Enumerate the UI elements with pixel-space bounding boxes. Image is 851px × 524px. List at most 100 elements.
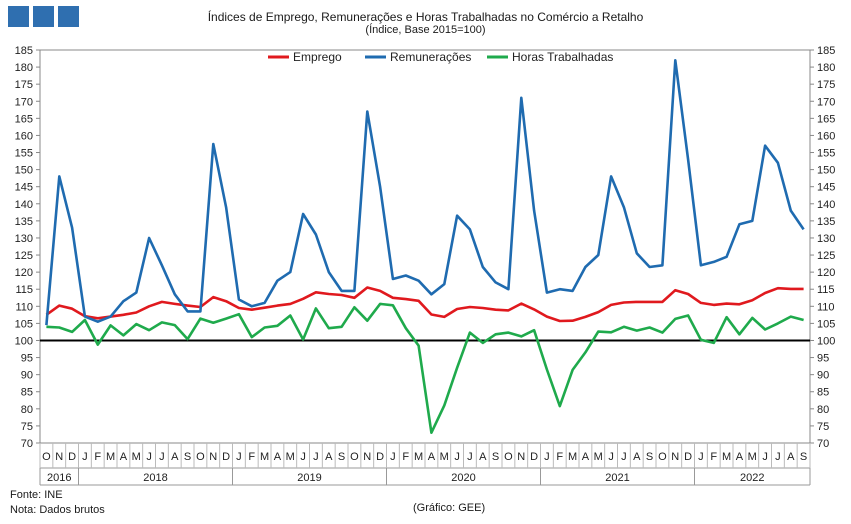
x-tick-label: M — [748, 451, 757, 463]
x-tick-label: N — [671, 451, 679, 463]
y-tick-label-left: 150 — [15, 165, 33, 177]
year-label: 2020 — [451, 472, 475, 484]
y-tick-label-right: 125 — [817, 250, 835, 262]
x-tick-label: N — [363, 451, 371, 463]
x-tick-label: J — [775, 451, 781, 463]
x-tick-label: A — [120, 451, 128, 463]
year-label: 2018 — [143, 472, 167, 484]
x-tick-label: M — [260, 451, 269, 463]
x-tick-label: S — [338, 451, 345, 463]
x-tick-label: J — [467, 451, 473, 463]
x-tick-label: M — [106, 451, 115, 463]
x-tick-label: D — [68, 451, 76, 463]
y-tick-label-left: 175 — [15, 79, 33, 91]
x-tick-label: N — [517, 451, 525, 463]
y-tick-label-left: 130 — [15, 233, 33, 245]
legend-emprego-label: Emprego — [293, 50, 342, 64]
x-tick-label: S — [184, 451, 191, 463]
x-tick-label: N — [55, 451, 63, 463]
x-tick-label: J — [236, 451, 242, 463]
x-tick-label: J — [544, 451, 550, 463]
y-tick-label-left: 135 — [15, 216, 33, 228]
x-tick-label: A — [633, 451, 641, 463]
x-tick-label: M — [132, 451, 141, 463]
y-tick-label-right: 110 — [817, 301, 835, 313]
x-tick-label: A — [582, 451, 590, 463]
x-tick-label: J — [313, 451, 319, 463]
x-tick-label: A — [171, 451, 179, 463]
y-tick-label-right: 180 — [817, 62, 835, 74]
horas-trabalhadas-line — [46, 302, 804, 435]
y-tick-label-right: 90 — [817, 370, 829, 382]
data-note: Nota: Dados brutos — [10, 504, 105, 516]
x-tick-label: J — [390, 451, 396, 463]
legend-horas-trabalhadas-label: Horas Trabalhadas — [512, 50, 613, 64]
x-tick-label: O — [42, 451, 51, 463]
x-tick-label: F — [556, 451, 563, 463]
emprego-line — [45, 286, 804, 323]
y-tick-label-left: 145 — [15, 182, 33, 194]
logo-square — [58, 6, 79, 27]
x-tick-label: J — [159, 451, 165, 463]
y-tick-label-right: 165 — [817, 113, 835, 125]
x-tick-label: A — [428, 451, 436, 463]
x-tick-label: N — [209, 451, 217, 463]
y-tick-label-right: 95 — [817, 353, 829, 365]
y-tick-label-right: 80 — [817, 404, 829, 416]
chart-title: Índices de Emprego, Remunerações e Horas… — [207, 10, 644, 24]
y-tick-label-left: 180 — [15, 62, 33, 74]
year-label: 2016 — [47, 472, 71, 484]
y-tick-label-right: 75 — [817, 421, 829, 433]
x-tick-label: O — [350, 451, 359, 463]
x-tick-label: F — [94, 451, 101, 463]
remuneracoes-line — [45, 58, 805, 326]
y-tick-label-left: 90 — [21, 370, 33, 382]
y-tick-label-left: 85 — [21, 387, 33, 399]
x-tick-label: A — [787, 451, 795, 463]
y-tick-label-right: 175 — [817, 79, 835, 91]
x-tick-label: J — [82, 451, 88, 463]
x-tick-label: D — [222, 451, 230, 463]
x-tick-label: J — [698, 451, 704, 463]
x-tick-label: A — [274, 451, 282, 463]
x-tick-label: M — [414, 451, 423, 463]
y-tick-label-left: 100 — [15, 335, 33, 347]
x-tick-label: S — [646, 451, 653, 463]
x-tick-label: F — [402, 451, 409, 463]
y-tick-label-left: 165 — [15, 113, 33, 125]
logo-square — [33, 6, 54, 27]
y-tick-label-right: 85 — [817, 387, 829, 399]
y-tick-label-left: 115 — [15, 284, 33, 296]
y-tick-label-left: 170 — [15, 96, 33, 108]
y-tick-label-left: 185 — [15, 45, 33, 57]
brand-logo — [8, 6, 80, 27]
x-tick-label: O — [504, 451, 513, 463]
year-label: 2022 — [740, 472, 764, 484]
y-tick-label-left: 70 — [21, 438, 33, 450]
x-tick-label: M — [286, 451, 295, 463]
x-tick-label: S — [492, 451, 499, 463]
y-tick-label-right: 100 — [817, 335, 835, 347]
y-tick-label-right: 115 — [817, 284, 835, 296]
y-tick-label-right: 140 — [817, 199, 835, 211]
x-tick-label: F — [248, 451, 255, 463]
x-tick-label: A — [479, 451, 487, 463]
x-tick-label: J — [762, 451, 768, 463]
x-tick-label: J — [621, 451, 627, 463]
x-tick-label: A — [736, 451, 744, 463]
y-tick-label-right: 185 — [817, 45, 835, 57]
y-tick-label-right: 130 — [817, 233, 835, 245]
x-tick-label: D — [376, 451, 384, 463]
y-tick-label-left: 125 — [15, 250, 33, 262]
y-tick-label-right: 145 — [817, 182, 835, 194]
x-tick-label: J — [300, 451, 306, 463]
x-tick-label: J — [454, 451, 460, 463]
y-tick-label-left: 95 — [21, 353, 33, 365]
y-tick-label-right: 170 — [817, 96, 835, 108]
y-tick-label-left: 140 — [15, 199, 33, 211]
x-tick-label: S — [800, 451, 807, 463]
chart-subtitle: (Índice, Base 2015=100) — [365, 24, 486, 36]
y-tick-label-right: 105 — [817, 318, 835, 330]
y-tick-label-right: 135 — [817, 216, 835, 228]
